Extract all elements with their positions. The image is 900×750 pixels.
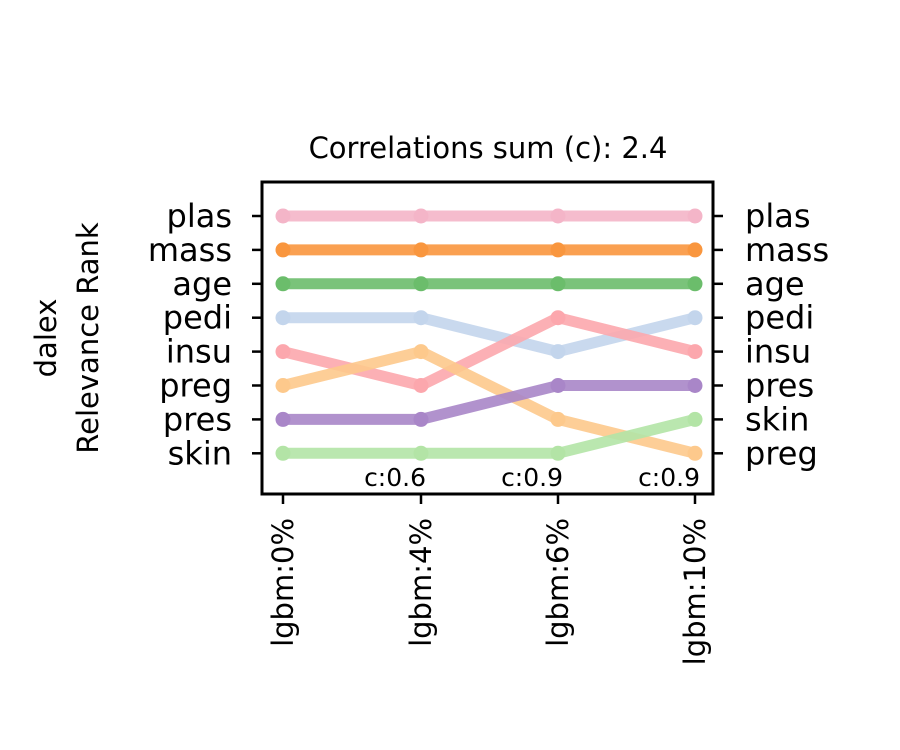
left-tick-label: pedi [163, 299, 232, 337]
left-tick-label: mass [148, 231, 232, 269]
series-point-preg [687, 445, 703, 461]
series-plas [275, 208, 703, 224]
right-tick-label: pedi [745, 299, 814, 337]
series-point-plas [550, 208, 566, 224]
series-point-mass [413, 242, 429, 258]
left-tick-label: skin [168, 434, 232, 472]
right-tick-label: skin [745, 400, 809, 438]
series-point-skin [550, 445, 566, 461]
left-tick-label: pres [163, 400, 232, 438]
right-tick-label: pres [745, 367, 814, 405]
series-point-skin [275, 445, 291, 461]
x-tick-label: lgbm:6% [541, 518, 575, 647]
right-tick-label: plas [745, 197, 810, 235]
series-age [275, 276, 703, 292]
series-point-skin [687, 411, 703, 427]
plot-frame [260, 180, 715, 496]
series-point-age [550, 276, 566, 292]
series-point-mass [550, 242, 566, 258]
series-point-insu [550, 310, 566, 326]
correlation-label: c:0.6 [364, 463, 426, 492]
left-tick-label: age [172, 265, 232, 303]
series-point-age [413, 276, 429, 292]
series-point-pres [275, 411, 291, 427]
y-axis-label: dalex Relevance Rank [29, 222, 105, 454]
series-point-preg [275, 378, 291, 393]
left-tick-label: insu [166, 333, 232, 371]
series-point-preg [550, 411, 566, 427]
series-point-skin [413, 445, 429, 461]
series-mass [275, 242, 703, 258]
series-point-plas [413, 208, 429, 224]
series-point-pedi [550, 344, 566, 360]
right-tick-label: mass [745, 231, 829, 269]
series-point-mass [687, 242, 703, 258]
series-point-pres [413, 411, 429, 427]
series-point-pedi [687, 310, 703, 326]
series-point-plas [275, 208, 291, 224]
right-tick-label: insu [745, 333, 811, 371]
left-tick-label: preg [159, 367, 232, 405]
series-point-pedi [275, 310, 291, 326]
y-axis-label-line-1: dalex [29, 299, 63, 378]
right-tick-label: age [745, 265, 805, 303]
x-tick-label: lgbm:0% [266, 518, 300, 647]
series-point-pres [550, 378, 566, 393]
series-skin [275, 411, 703, 461]
series-line-pres [277, 380, 701, 425]
series-pres [275, 378, 703, 427]
series-point-plas [687, 208, 703, 224]
series-point-insu [413, 378, 429, 393]
series-point-pres [687, 378, 703, 393]
series-point-age [687, 276, 703, 292]
series-point-insu [687, 344, 703, 360]
correlation-label: c:0.9 [638, 463, 700, 492]
series-line-skin [277, 413, 701, 459]
right-tick-label: preg [745, 434, 818, 472]
correlation-label: c:0.9 [501, 463, 563, 492]
series-point-age [275, 276, 291, 292]
series-point-mass [275, 242, 291, 258]
series-point-insu [275, 344, 291, 360]
left-tick-label: plas [167, 197, 232, 235]
x-tick-label: lgbm:4% [404, 518, 438, 647]
x-tick-label: lgbm:10% [678, 518, 712, 665]
chart-title: Correlations sum (c): 2.4 [309, 131, 668, 165]
y-axis-label-line-2: Relevance Rank [71, 222, 105, 454]
series-point-pedi [413, 310, 429, 326]
series-point-preg [413, 344, 429, 360]
